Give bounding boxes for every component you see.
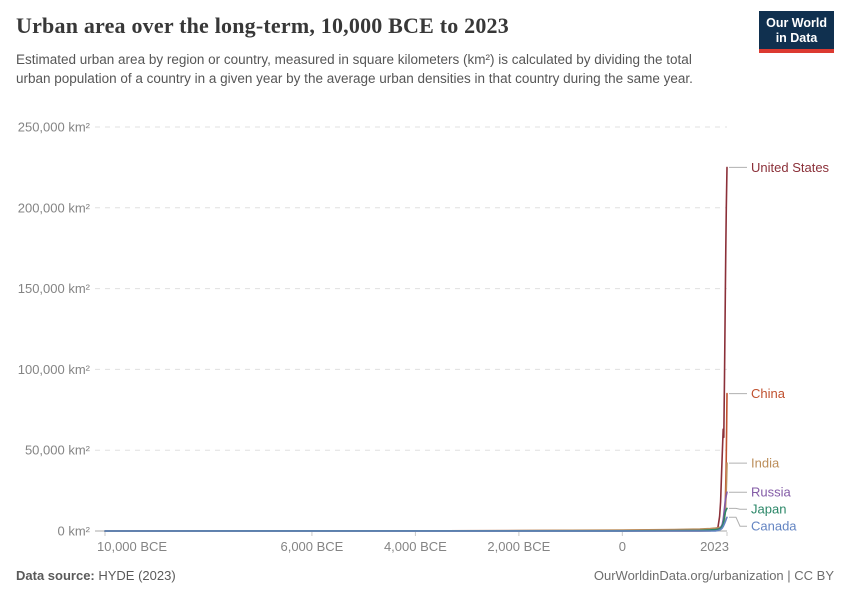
owid-logo-line2: in Data (775, 30, 818, 45)
chart-subtitle: Estimated urban area by region or countr… (16, 52, 693, 86)
data-source-label: Data source: (16, 568, 95, 583)
owid-logo[interactable]: Our World in Data (759, 11, 834, 53)
x-tick-label: 6,000 BCE (280, 539, 343, 554)
y-tick-label: 0 km² (58, 524, 91, 539)
x-tick-label: 2,000 BCE (487, 539, 550, 554)
line-chart-canvas[interactable]: 0 km² 50,000 km² 100,000 km² 150,000 km² 200… (0, 115, 850, 560)
series-label-japan[interactable]: Japan (751, 502, 786, 517)
data-source: Data source: HYDE (2023) (16, 568, 176, 583)
x-tick-label: 0 (619, 539, 626, 554)
x-tick-label: 2023 (700, 539, 729, 554)
series-line-india[interactable] (104, 462, 728, 532)
y-tick-label: 50,000 km² (25, 443, 91, 458)
x-tick-label: 10,000 BCE (97, 539, 167, 554)
series-label-connector (729, 507, 747, 510)
page-title: Urban area over the long-term, 10,000 BC… (16, 13, 509, 38)
series-line-japan[interactable] (104, 507, 728, 532)
y-tick-label: 150,000 km² (18, 281, 91, 296)
series-line-united-states[interactable] (104, 166, 728, 532)
data-source-value: HYDE (2023) (94, 568, 176, 583)
y-tick-label: 100,000 km² (18, 362, 91, 377)
series-label-china[interactable]: China (751, 386, 786, 401)
series-line-china[interactable] (104, 392, 728, 532)
series-label-india[interactable]: India (751, 456, 780, 471)
series-label-russia[interactable]: Russia (751, 485, 792, 500)
series-line-canada[interactable] (104, 516, 728, 532)
x-tick-label: 4,000 BCE (384, 539, 447, 554)
series-label-connector (729, 516, 747, 527)
y-tick-label: 200,000 km² (18, 200, 91, 215)
series-label-canada[interactable]: Canada (751, 519, 797, 534)
series-line-russia[interactable] (104, 491, 728, 532)
series-label-united-states[interactable]: United States (751, 160, 830, 175)
y-tick-label: 250,000 km² (18, 120, 91, 135)
credit-link[interactable]: OurWorldinData.org/urbanization | CC BY (593, 568, 834, 583)
owid-logo-line1: Our World (766, 16, 827, 30)
